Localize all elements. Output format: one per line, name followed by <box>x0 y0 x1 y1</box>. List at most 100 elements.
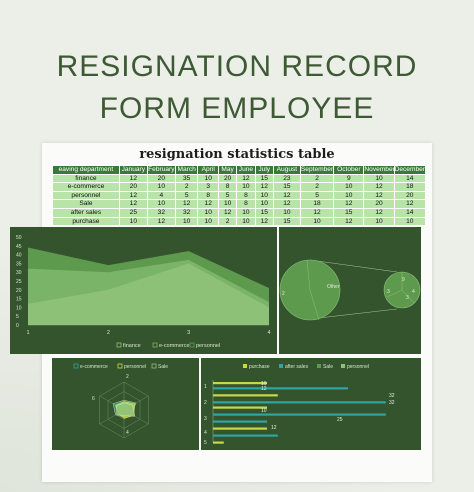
table-row: purchase 10 12 10 10 2 10 12 15 10 12 10 10 <box>52 216 427 227</box>
pie-slice-edge <box>306 259 311 291</box>
table-cell: 15 <box>254 207 274 218</box>
pie-label: 3 <box>387 289 390 295</box>
y-tick-label: 20 <box>16 288 22 294</box>
table-cell: 10 <box>254 190 274 201</box>
x-tick-label: 4 <box>268 330 271 336</box>
legend-label-finance: finance <box>123 343 141 349</box>
radar-series-Sale <box>116 402 136 417</box>
legend-swatch <box>317 364 321 368</box>
x-tick-label: 3 <box>187 330 190 336</box>
table-cell: 12 <box>118 173 148 184</box>
table-cell: 10 <box>146 182 176 192</box>
radar-chart: 6 2 4 e-commerce personnel Sale <box>73 363 168 439</box>
x-tick-label: 1 <box>27 330 30 336</box>
legend-label-Sale: Sale <box>323 364 333 370</box>
area-series-finance <box>28 263 269 325</box>
table-cell: 10 <box>299 216 335 227</box>
table-cell: 18 <box>299 199 335 209</box>
table-cell: 12 <box>272 199 301 209</box>
table-cell: finance <box>52 173 120 184</box>
column-header: July <box>254 165 274 175</box>
table-cell: 12 <box>333 216 365 227</box>
column-header: eaving department <box>52 165 120 175</box>
table-title: resignation statistics table <box>139 147 335 162</box>
table-cell: 2 <box>174 182 199 192</box>
legend-swatch <box>189 342 195 348</box>
table-cell: 8 <box>197 190 219 201</box>
y-tick-label: 4 <box>204 430 207 436</box>
table-cell: 5 <box>299 190 335 201</box>
bar-purchase <box>213 382 267 385</box>
column-header: November <box>363 165 395 175</box>
table-cell: 12 <box>363 207 395 218</box>
table-cell: 12 <box>118 199 148 209</box>
table-cell: 12 <box>272 190 301 201</box>
legend-swatch <box>152 342 158 348</box>
table-cell: 5 <box>174 190 199 201</box>
table-cell: 15 <box>272 216 301 227</box>
radar-axis-label: 2 <box>126 374 129 380</box>
table-cell: after sales <box>52 207 120 218</box>
table-cell: 4 <box>146 190 176 201</box>
legend-swatch <box>279 364 283 368</box>
table-cell: 32 <box>146 207 176 218</box>
pie-slice-edge <box>401 289 415 304</box>
column-header: January <box>118 165 148 175</box>
table-cell: 18 <box>393 182 427 192</box>
y-tick-label: 2 <box>204 400 207 406</box>
table-cell: 8 <box>217 182 238 192</box>
radar-chart-panel: 6 2 4 e-commerce personnel Sale <box>52 358 199 450</box>
table-cell: 15 <box>254 173 274 184</box>
table-cell: 32 <box>174 207 199 218</box>
data-label: 10 <box>261 408 267 414</box>
table-row: e-commerce 20 10 2 3 8 10 12 15 2 10 12 18 <box>52 182 427 192</box>
data-label: 10 <box>261 381 267 387</box>
y-tick-label: 1 <box>204 384 207 390</box>
table-cell: 2 <box>299 182 335 192</box>
table-cell: 25 <box>118 207 148 218</box>
bar-after sales <box>213 434 278 437</box>
table-row: Sale 12 10 12 12 10 8 10 12 18 12 20 12 <box>52 199 427 209</box>
table-cell: 10 <box>254 199 274 209</box>
table-cell: 10 <box>118 216 148 227</box>
table-row: personnel 12 4 5 8 5 8 10 12 5 10 12 20 <box>52 190 427 201</box>
pie-label: 9 <box>402 277 405 283</box>
radar-axis-label: 4 <box>126 430 129 436</box>
table-cell: 10 <box>333 190 365 201</box>
data-label: 12 <box>271 425 277 431</box>
table-cell: 10 <box>333 182 365 192</box>
column-header: June <box>236 165 256 175</box>
connector-line <box>309 308 398 320</box>
table-cell: 12 <box>217 207 238 218</box>
column-header: April <box>197 165 219 175</box>
y-tick-label: 0 <box>16 323 19 329</box>
table-cell: 10 <box>146 199 176 209</box>
table-row: finance 12 20 35 10 20 12 15 23 2 9 10 14 <box>52 173 427 184</box>
bar-purchase <box>213 441 224 444</box>
table-cell: 12 <box>363 190 395 201</box>
horizontal-bar-chart: purchase after sales Sale personnel12345101… <box>204 364 395 446</box>
pie-slice-edge <box>309 289 320 321</box>
pie-label: 2 <box>282 291 285 297</box>
table-cell: 10 <box>272 207 301 218</box>
table-cell: 12 <box>333 199 365 209</box>
legend-swatch <box>117 363 123 369</box>
column-header: May <box>217 165 238 175</box>
bar-chart-panel: purchase after sales Sale personnel 1 2 3 4 5 10 1… <box>201 358 421 450</box>
column-header: March <box>174 165 199 175</box>
table-cell: 12 <box>197 199 219 209</box>
page-title-line1: RESIGNATION RECORD <box>56 50 418 83</box>
bar-purchase <box>213 427 267 430</box>
legend-label-e-commerce: e-commerce <box>159 343 190 349</box>
table-cell: 12 <box>254 216 274 227</box>
pie-label: 3 <box>406 295 409 301</box>
pie-chart-panel: 2 Other 3 9 3 4 <box>279 227 421 354</box>
table-cell: purchase <box>52 216 120 227</box>
table-cell: 20 <box>393 190 427 201</box>
pie-label: 4 <box>412 289 415 295</box>
area-chart-panel: 0 5 10 15 20 25 30 35 40 45 50 1 2 3 4 finance e-commerc… <box>10 227 277 354</box>
y-tick-label: 45 <box>16 244 22 250</box>
legend-swatch <box>116 342 122 348</box>
table-cell: 10 <box>236 216 256 227</box>
